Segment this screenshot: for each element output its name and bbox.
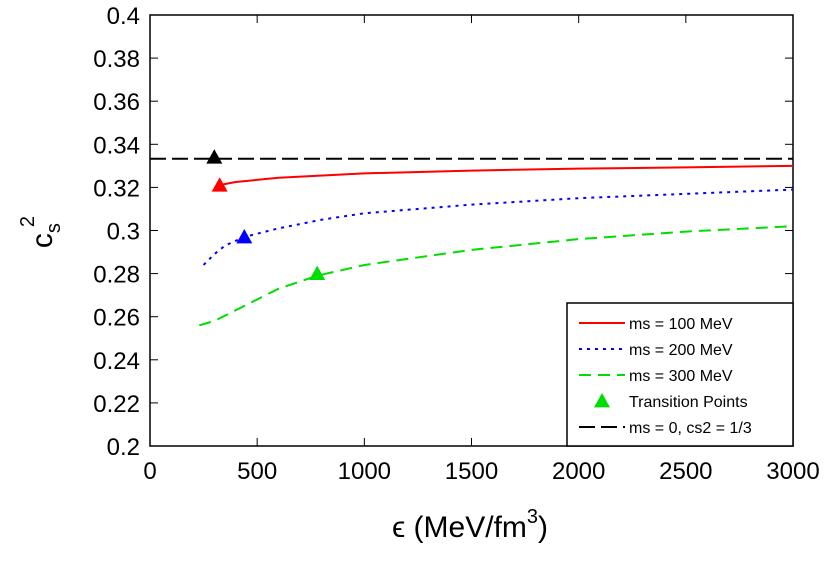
y-label-text: c [26,233,59,248]
legend-label: ms = 100 MeV [629,316,733,333]
transition-point [236,228,253,244]
plot-frame [149,14,794,447]
x-tick-label: 0 [143,458,156,485]
x-tick-label: 500 [237,458,277,485]
x-label-text: ϵ (MeV/fm [392,511,527,544]
x-tick-label: 2500 [659,458,712,485]
legend-label: ms = 200 MeV [629,342,733,359]
y-tick-label: 0.34 [93,132,140,159]
y-tick-label: 0.4 [107,3,140,30]
y-tick-label: 0.2 [107,434,140,461]
legend-label: Transition Points [629,394,748,411]
x-tick-label: 2000 [552,458,605,485]
transition-point [309,265,326,280]
series-line [199,225,794,327]
legend-swatch [594,393,610,408]
series-line [202,188,794,266]
y-tick-label: 0.24 [93,348,140,375]
y-label-sup: 2 [17,216,39,227]
transition-point [211,177,228,192]
x-tick-label: 3000 [766,458,819,485]
x-tick-label: 1500 [445,458,498,485]
x-axis-label: ϵ (MeV/fm3) [392,506,548,544]
y-tick-label: 0.26 [93,305,140,332]
legend-label: ms = 300 MeV [629,368,733,385]
legend-label: ms = 0, cs2 = 1/3 [629,420,752,437]
y-axis-label: cs2 [17,216,65,248]
y-tick-label: 0.38 [93,46,140,73]
y-tick-label: 0.36 [93,89,140,116]
y-tick-label: 0.32 [93,175,140,202]
y-tick-label: 0.22 [93,391,140,418]
y-tick-label: 0.28 [93,262,140,289]
y-tick-label: 0.3 [107,219,140,246]
series-line [218,164,794,187]
x-tick-label: 1000 [338,458,391,485]
y-label-sub: s [43,223,65,233]
transition-point [206,149,223,164]
x-label-sup: 3 [527,506,538,528]
x-label-close: ) [538,511,548,544]
